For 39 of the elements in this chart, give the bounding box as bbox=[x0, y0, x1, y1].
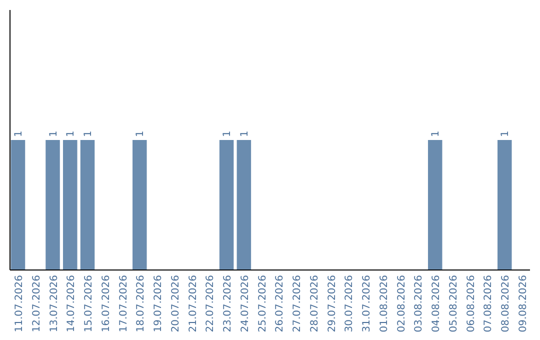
x-tick-label: 01.08.2026 bbox=[378, 275, 390, 332]
data-label: 1 bbox=[222, 130, 234, 137]
x-tick-label: 31.07.2026 bbox=[362, 275, 373, 332]
x-tick-label: 27.07.2026 bbox=[292, 275, 304, 332]
x-tick-label: 23.07.2026 bbox=[222, 275, 234, 332]
x-tick-label: 05.08.2026 bbox=[448, 275, 460, 332]
x-tick-label: 08.08.2026 bbox=[500, 275, 512, 332]
data-label: 1 bbox=[66, 130, 77, 137]
x-tick-label: 04.08.2026 bbox=[431, 275, 442, 332]
x-tick-label: 18.07.2026 bbox=[136, 275, 147, 332]
x-tick-label: 26.07.2026 bbox=[274, 275, 286, 332]
x-tick-label: 24.07.2026 bbox=[240, 275, 251, 332]
x-tick-label: 17.07.2026 bbox=[118, 275, 130, 332]
x-tick-label: 03.08.2026 bbox=[414, 275, 425, 332]
x-tick-label: 25.07.2026 bbox=[257, 275, 268, 332]
x-tick-label: 19.07.2026 bbox=[153, 275, 164, 332]
x-tick-label: 30.07.2026 bbox=[344, 275, 356, 332]
x-tick-label: 16.07.2026 bbox=[100, 275, 112, 332]
x-tick-label: 11.07.2026 bbox=[14, 275, 25, 332]
x-tick-label: 07.08.2026 bbox=[483, 275, 494, 332]
x-tick-label: 29.07.2026 bbox=[326, 275, 338, 332]
data-label: 1 bbox=[430, 130, 442, 137]
x-tick-label: 02.08.2026 bbox=[396, 275, 408, 332]
data-label: 1 bbox=[48, 130, 60, 137]
data-label: 1 bbox=[13, 130, 24, 137]
x-tick-label: 15.07.2026 bbox=[84, 275, 95, 332]
data-label: 1 bbox=[135, 130, 146, 137]
x-tick-label: 09.08.2026 bbox=[518, 275, 530, 332]
x-tick-label: 20.07.2026 bbox=[170, 275, 182, 332]
x-tick-label: 13.07.2026 bbox=[48, 275, 60, 332]
data-label: 1 bbox=[239, 130, 250, 137]
x-tick-label: 28.07.2026 bbox=[309, 275, 320, 332]
data-label: 1 bbox=[83, 130, 94, 137]
x-tick-label: 21.07.2026 bbox=[188, 275, 199, 332]
x-tick-label: 14.07.2026 bbox=[66, 275, 78, 332]
data-label: 1 bbox=[500, 130, 512, 137]
x-tick-label: 22.07.2026 bbox=[205, 275, 216, 332]
x-tick-label: 12.07.2026 bbox=[31, 275, 42, 332]
x-tick-label: 06.08.2026 bbox=[466, 275, 477, 332]
